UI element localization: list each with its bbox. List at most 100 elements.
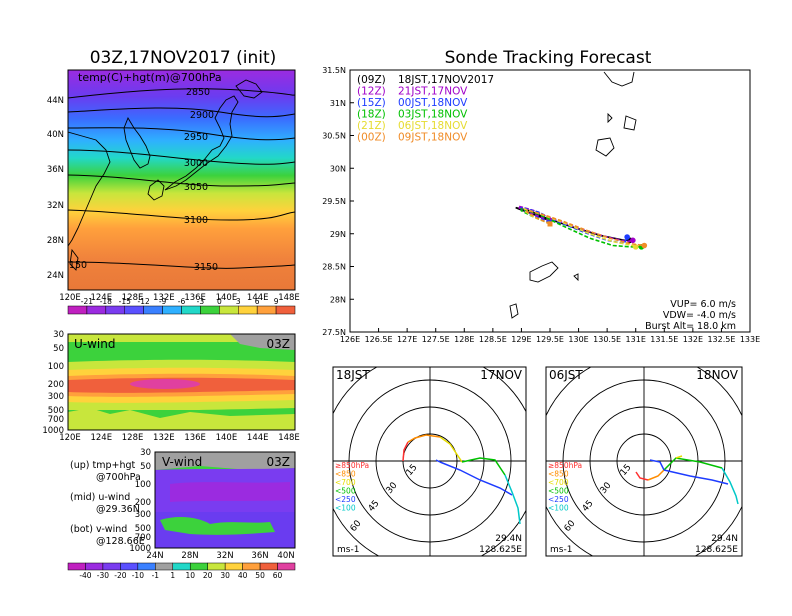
track-lon-tick-129e: 129E — [511, 335, 531, 344]
height-contour-2900 — [68, 107, 295, 118]
hodo-level-850hpa: ≥850hPa — [548, 461, 582, 470]
u-wind-label: U-wind — [74, 337, 115, 351]
track-lon-tick-132-5e: 132.5E — [707, 335, 735, 344]
map-lat-tick-36n: 36N — [47, 165, 64, 175]
u-lon-tick-148e: 148E — [278, 433, 300, 443]
wind-colorbar-label-60: 60 — [273, 571, 283, 580]
legend-tag-09z: (09Z) — [357, 74, 386, 86]
v-p-tick-300: 300 — [135, 510, 151, 520]
temp-colorbar-swatch — [67, 305, 88, 315]
note-mid-1: (mid) u-wind — [70, 492, 130, 503]
v-wind-label: V-wind — [162, 455, 202, 469]
hodo2-trace-red — [635, 471, 649, 481]
contour-label-3100: 3100 — [184, 215, 208, 226]
legend-text-18jst-17nov2017: 18JST,17NOV2017 — [398, 74, 494, 86]
hodo1-time: 18JST — [336, 368, 370, 382]
contour-label-2950: 2950 — [184, 132, 208, 143]
hodo1-trace-yellow — [439, 436, 463, 463]
track-lon-tick-129-5e: 129.5E — [536, 335, 564, 344]
track-lat-tick-30n: 30N — [330, 164, 346, 173]
wind-colorbar-label-10: -10 — [132, 571, 144, 580]
u-wind-time: 03Z — [267, 337, 291, 351]
temp-colorbar-swatch — [181, 305, 201, 315]
legend-tag-21z: (21Z) — [357, 120, 386, 132]
map-lon-tick-140e: 140E — [216, 293, 238, 303]
height-contour-3000 — [68, 149, 295, 165]
hodo2-trace-green — [663, 457, 723, 471]
track-lat-tick-30-5n: 30.5N — [322, 132, 346, 141]
u-lon-tick-120e: 120E — [59, 433, 81, 443]
legend-tag-15z: (15Z) — [357, 97, 386, 109]
legend-tag-12z: (12Z) — [357, 86, 386, 98]
note-bot-2: @128.66E — [96, 536, 145, 547]
track-lat-tick-28-5n: 28.5N — [322, 263, 346, 272]
track-lon-tick-127e: 127E — [397, 335, 417, 344]
hodo2-lat: 29.4N — [711, 534, 738, 544]
height-contour-3150 — [68, 261, 295, 269]
v-lat-tick-36n: 36N — [251, 551, 268, 561]
legend-tag-18z: (18Z) — [357, 109, 386, 121]
wind-colorbar-swatch — [224, 562, 243, 571]
temp-colorbar-swatch — [162, 305, 182, 315]
hodo-level-700: <700 — [548, 478, 569, 487]
wind-colorbar-label-40: -40 — [79, 571, 91, 580]
track-lon-tick-126-5e: 126.5E — [365, 335, 393, 344]
wind-colorbar-label-20: 20 — [203, 571, 213, 580]
temp-colorbar-swatch — [86, 305, 107, 315]
wind-colorbar-swatch — [137, 562, 156, 571]
info-vdw: VDW= -4.0 m/s — [663, 310, 736, 321]
hodograph-2: 06JST 18NOV 15 30 45 60 ms-1 29.4N 128.6… — [545, 366, 743, 557]
left-title: 03Z,17NOV2017 (init) — [90, 48, 277, 68]
wind-colorbar-swatch — [67, 562, 86, 571]
temp-colorbar-swatch — [200, 305, 220, 315]
island-4 — [573, 273, 579, 282]
map-lat-tick-32n: 32N — [47, 201, 64, 211]
temp-colorbar-swatch — [256, 305, 277, 315]
legend-text-03jst-18nov: 03JST,18NOV — [398, 109, 468, 121]
height-contour-2950 — [68, 127, 295, 141]
u-p-tick-300: 300 — [48, 392, 64, 402]
temp-colorbar-swatch — [219, 305, 239, 315]
contour-label-2850: 2850 — [186, 87, 210, 98]
hodo2-trace-blue-2 — [663, 469, 729, 485]
hodo1-unit: ms-1 — [337, 545, 359, 555]
note-mid-2: @29.36N — [96, 504, 140, 515]
map-panel-label: temp(C)+hgt(m)@700hPa — [78, 71, 222, 84]
temp-colorbar-label-18: -18 — [100, 297, 112, 306]
v-p-tick-700: 700 — [135, 533, 151, 543]
track-lon-tick-132e: 132E — [683, 335, 703, 344]
u-p-tick-30: 30 — [53, 330, 64, 340]
sonde-parameters: VUP= 6.0 m/s VDW= -4.0 m/s Burst Alt= 18… — [645, 299, 736, 332]
coastline-japan — [164, 95, 239, 191]
coastline-hokkaido — [235, 79, 263, 99]
hodo1-lat: 29.4N — [495, 534, 522, 544]
hodo-level-250: <250 — [548, 495, 569, 504]
track-lon-tick-133e: 133E — [740, 335, 760, 344]
map-lat-tick-40n: 40N — [47, 130, 64, 140]
wind-colorbar-swatch — [120, 562, 139, 571]
island-2 — [607, 112, 613, 124]
island-3 — [509, 303, 519, 319]
wind-colorbar: -40 -30 -20 -10 -1 1 10 20 30 40 50 60 — [67, 562, 296, 580]
contour-label-3050: 3050 — [184, 182, 208, 193]
track-lon-tick-126e: 126E — [340, 335, 360, 344]
temp-map-panel: temp(C)+hgt(m)@700hPa 44N 40N 36N 32N 28N 24N… — [47, 69, 300, 303]
temp-colorbar-swatch — [275, 305, 296, 315]
v-wind-time: 03Z — [267, 455, 291, 469]
track-end-marker — [624, 234, 630, 240]
hodo2-date: 18NOV — [696, 368, 738, 382]
hodo2-trace-cyan — [721, 467, 739, 505]
u-lon-tick-144e: 144E — [247, 433, 269, 443]
hodo-level-250: <250 — [335, 495, 356, 504]
temp-colorbar-label-9: 9 — [274, 297, 279, 306]
hodograph-1: 18JST 17NOV 15 30 45 60 ms-1 29.4N 128.6… — [332, 366, 527, 557]
map-lon-tick-148e: 148E — [278, 293, 300, 303]
map-lat-tick-28n: 28N — [47, 236, 64, 246]
v-p-tick-50: 50 — [140, 462, 151, 472]
map-lat-tick-24n: 24N — [47, 271, 64, 281]
wind-colorbar-label-40: 40 — [238, 571, 248, 580]
height-contour-2850 — [68, 88, 295, 99]
u-p-tick-200: 200 — [48, 380, 64, 390]
legend-text-06jst-18nov: 06JST,18NOV — [398, 120, 468, 132]
